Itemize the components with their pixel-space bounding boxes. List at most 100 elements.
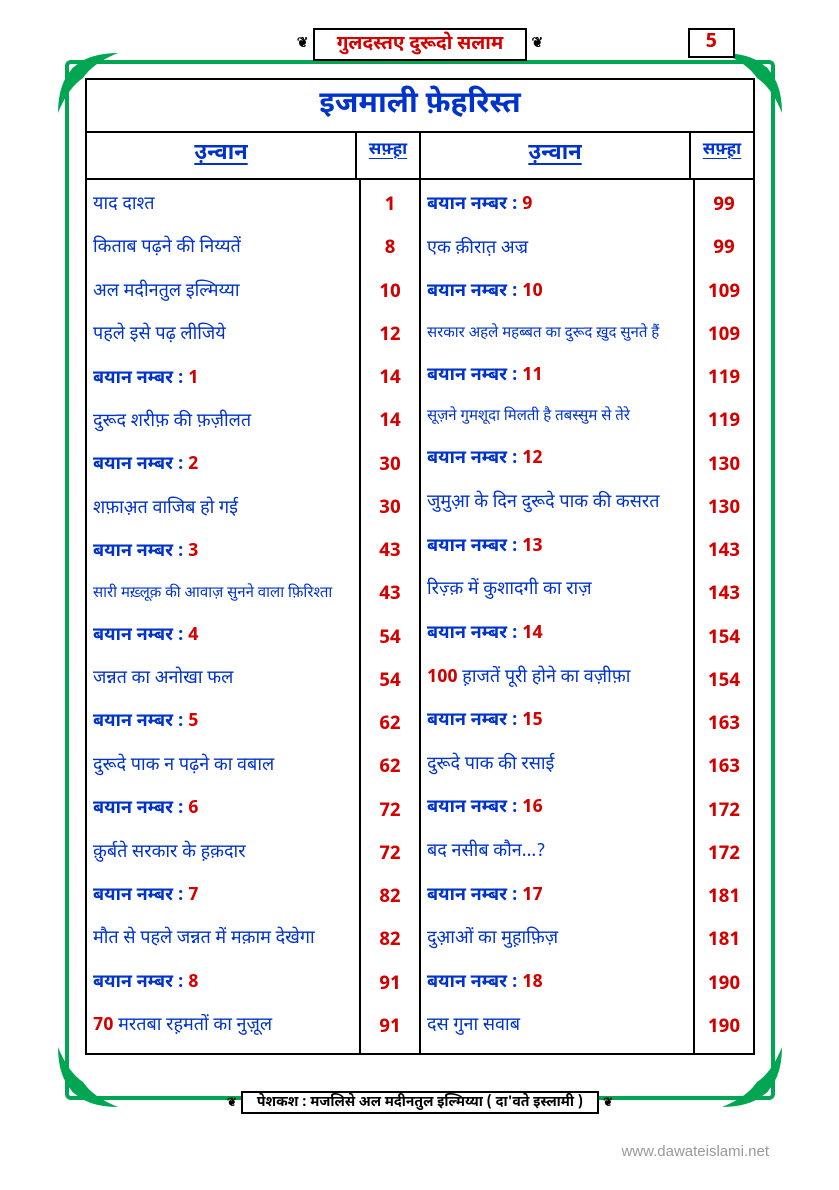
index-entry: बयान नम्बर : 11 xyxy=(427,366,687,388)
index-page-num: 181 xyxy=(695,928,753,953)
index-page-num: 130 xyxy=(695,453,753,478)
index-entry: बयान नम्बर : 18 xyxy=(427,973,687,995)
index-page-num: 154 xyxy=(695,626,753,651)
index-page-num: 143 xyxy=(695,539,753,564)
index-table: उ़न्वान सफ़्ह़ा याद दाश्त किताब पढ़ने की … xyxy=(85,133,755,1055)
index-page-num: 119 xyxy=(695,409,753,434)
index-entry: बयान नम्बर : 16 xyxy=(427,798,687,820)
header-topic: उ़न्वान xyxy=(87,133,357,178)
index-entry: बयान नम्बर : 8 xyxy=(93,973,353,995)
right-column: उ़न्वान सफ़्ह़ा बयान नम्बर : 9 एक क़ीरात़… xyxy=(421,133,753,1053)
index-page-num: 163 xyxy=(695,712,753,737)
index-page-num: 143 xyxy=(695,582,753,607)
index-page-num: 91 xyxy=(361,1015,419,1040)
index-page-num: 109 xyxy=(695,280,753,305)
index-page-num: 82 xyxy=(361,885,419,910)
index-page-num: 62 xyxy=(361,712,419,737)
left-body: याद दाश्त किताब पढ़ने की निय्यतें अल मदीनत… xyxy=(87,180,419,1053)
index-entry: पहले इसे पढ़ लीजिये xyxy=(93,325,353,347)
index-entry: रिज़्क़ में कुशादगी का राज़ xyxy=(427,580,687,602)
index-page-num: 109 xyxy=(695,323,753,348)
index-entry: क़ुर्बते सरकार के ह़क़दार xyxy=(93,843,353,865)
index-entry: बयान नम्बर : 9 xyxy=(427,195,687,217)
index-entry: बयान नम्बर : 14 xyxy=(427,624,687,646)
left-pages: 18101214143030434354546262727282829191 xyxy=(361,180,419,1053)
index-entry: बद नसीब कौन...? xyxy=(427,842,687,864)
index-page-num: 30 xyxy=(361,453,419,478)
index-entry: बयान नम्बर : 12 xyxy=(427,449,687,471)
index-page-num: 172 xyxy=(695,799,753,824)
index-entry: बयान नम्बर : 13 xyxy=(427,537,687,559)
index-page-num: 12 xyxy=(361,323,419,348)
index-page-num: 163 xyxy=(695,755,753,780)
right-topics: बयान नम्बर : 9 एक क़ीरात़ अज्र बयान नम्बर … xyxy=(421,180,695,1053)
right-pages: 99 99 109 109 119 119 130 130 143 143 154 154 163 163… xyxy=(695,180,753,1053)
index-page-num: 1 xyxy=(361,193,419,218)
index-entry: याद दाश्त xyxy=(93,195,353,217)
content-area: इजमाली फ़ेहरिस्त उ़न्वान सफ़्ह़ा याद दाश… xyxy=(85,78,755,1078)
index-entry: दुरूद शरीफ़ की फ़ज़ीलत xyxy=(93,412,353,434)
site-url: www.dawateislami.net xyxy=(621,1143,769,1160)
index-entry: बयान नम्बर : 5 xyxy=(93,712,353,734)
index-entry: किताब पढ़ने की निय्यतें xyxy=(93,238,353,260)
index-page-num: 190 xyxy=(695,972,753,997)
index-entry: एक क़ीरात़ अज्र xyxy=(427,239,687,261)
index-page-num: 119 xyxy=(695,366,753,391)
left-topics: याद दाश्त किताब पढ़ने की निय्यतें अल मदीनत… xyxy=(87,180,361,1053)
index-entry: बयान नम्बर : 3 xyxy=(93,542,353,564)
index-page-num: 181 xyxy=(695,885,753,910)
index-entry: अल मदीनतुल इल्मिय्या xyxy=(93,282,353,304)
left-column: उ़न्वान सफ़्ह़ा याद दाश्त किताब पढ़ने की … xyxy=(87,133,421,1053)
right-body: बयान नम्बर : 9 एक क़ीरात़ अज्र बयान नम्बर … xyxy=(421,180,753,1053)
index-entry: बयान नम्बर : 4 xyxy=(93,626,353,648)
index-page-num: 99 xyxy=(695,236,753,261)
header-page: सफ़्ह़ा xyxy=(357,133,419,178)
index-entry: 70 मरतबा रह़मतों का नुज़ूल xyxy=(93,1016,353,1038)
index-entry: शफ़ाअ़त वाजिब हो गई xyxy=(93,499,353,521)
index-page-num: 130 xyxy=(695,496,753,521)
index-page-num: 54 xyxy=(361,626,419,651)
index-page-num: 72 xyxy=(361,799,419,824)
index-page-num: 14 xyxy=(361,409,419,434)
index-entry: जन्नत का अनोखा फल xyxy=(93,669,353,691)
column-header: उ़न्वान सफ़्ह़ा xyxy=(421,133,753,180)
index-entry: बयान नम्बर : 6 xyxy=(93,799,353,821)
index-entry: मौत से पहले जन्नत में मक़ाम देखेगा xyxy=(93,929,353,951)
index-entry: सूज़ने गुमशूदा मिलती है तबस्सुम से तेरे xyxy=(427,409,687,427)
index-entry: सरकार अहले महब्बत का दुरूद ख़ुद सुनते है… xyxy=(427,326,687,344)
index-entry: बयान नम्बर : 1 xyxy=(93,369,353,391)
index-page-num: 43 xyxy=(361,582,419,607)
index-entry: जुमुआ़ के दिन दुरूदे पाक की कसरत xyxy=(427,493,687,515)
index-entry: दुआ़ओं का मुह़ाफ़िज़ xyxy=(427,929,687,951)
index-page-num: 154 xyxy=(695,669,753,694)
index-page-num: 62 xyxy=(361,755,419,780)
index-page-num: 43 xyxy=(361,539,419,564)
index-page-num: 72 xyxy=(361,842,419,867)
page-frame: गुलदस्तए दुरूदो सलाम 5 इजमाली फ़ेहरिस्त … xyxy=(65,60,775,1100)
page-number: 5 xyxy=(688,28,735,58)
index-entry: बयान नम्बर : 15 xyxy=(427,711,687,733)
index-page-num: 82 xyxy=(361,928,419,953)
header-topic: उ़न्वान xyxy=(421,133,691,178)
index-entry: बयान नम्बर : 7 xyxy=(93,886,353,908)
header-band: गुलदस्तए दुरूदो सलाम xyxy=(65,28,775,61)
footer-band: पेशकश : मजलिसे अल मदीनतुल इल्मिय्या ( दा… xyxy=(65,1091,775,1114)
footer-text: पेशकश : मजलिसे अल मदीनतुल इल्मिय्या ( दा… xyxy=(241,1091,599,1114)
book-title: गुलदस्तए दुरूदो सलाम xyxy=(313,28,528,61)
index-entry: बयान नम्बर : 10 xyxy=(427,282,687,304)
index-page-num: 190 xyxy=(695,1015,753,1040)
index-page-num: 10 xyxy=(361,280,419,305)
index-entry: 100 ह़ाजतें पूरी होने का वज़ीफ़ा xyxy=(427,668,687,690)
column-header: उ़न्वान सफ़्ह़ा xyxy=(87,133,419,180)
index-entry: दुरूदे पाक न पढ़ने का वबाल xyxy=(93,756,353,778)
index-page-num: 30 xyxy=(361,496,419,521)
index-page-num: 54 xyxy=(361,669,419,694)
index-page-num: 8 xyxy=(361,236,419,261)
index-entry: दस गुना सवाब xyxy=(427,1016,687,1038)
index-title: इजमाली फ़ेहरिस्त xyxy=(85,78,755,133)
index-entry: दुरूदे पाक की रसाई xyxy=(427,755,687,777)
index-entry: सारी मख़्लूक़ की आवाज़ सुनने वाला फ़िरिश… xyxy=(93,586,353,604)
index-page-num: 14 xyxy=(361,366,419,391)
index-page-num: 172 xyxy=(695,842,753,867)
index-page-num: 99 xyxy=(695,193,753,218)
